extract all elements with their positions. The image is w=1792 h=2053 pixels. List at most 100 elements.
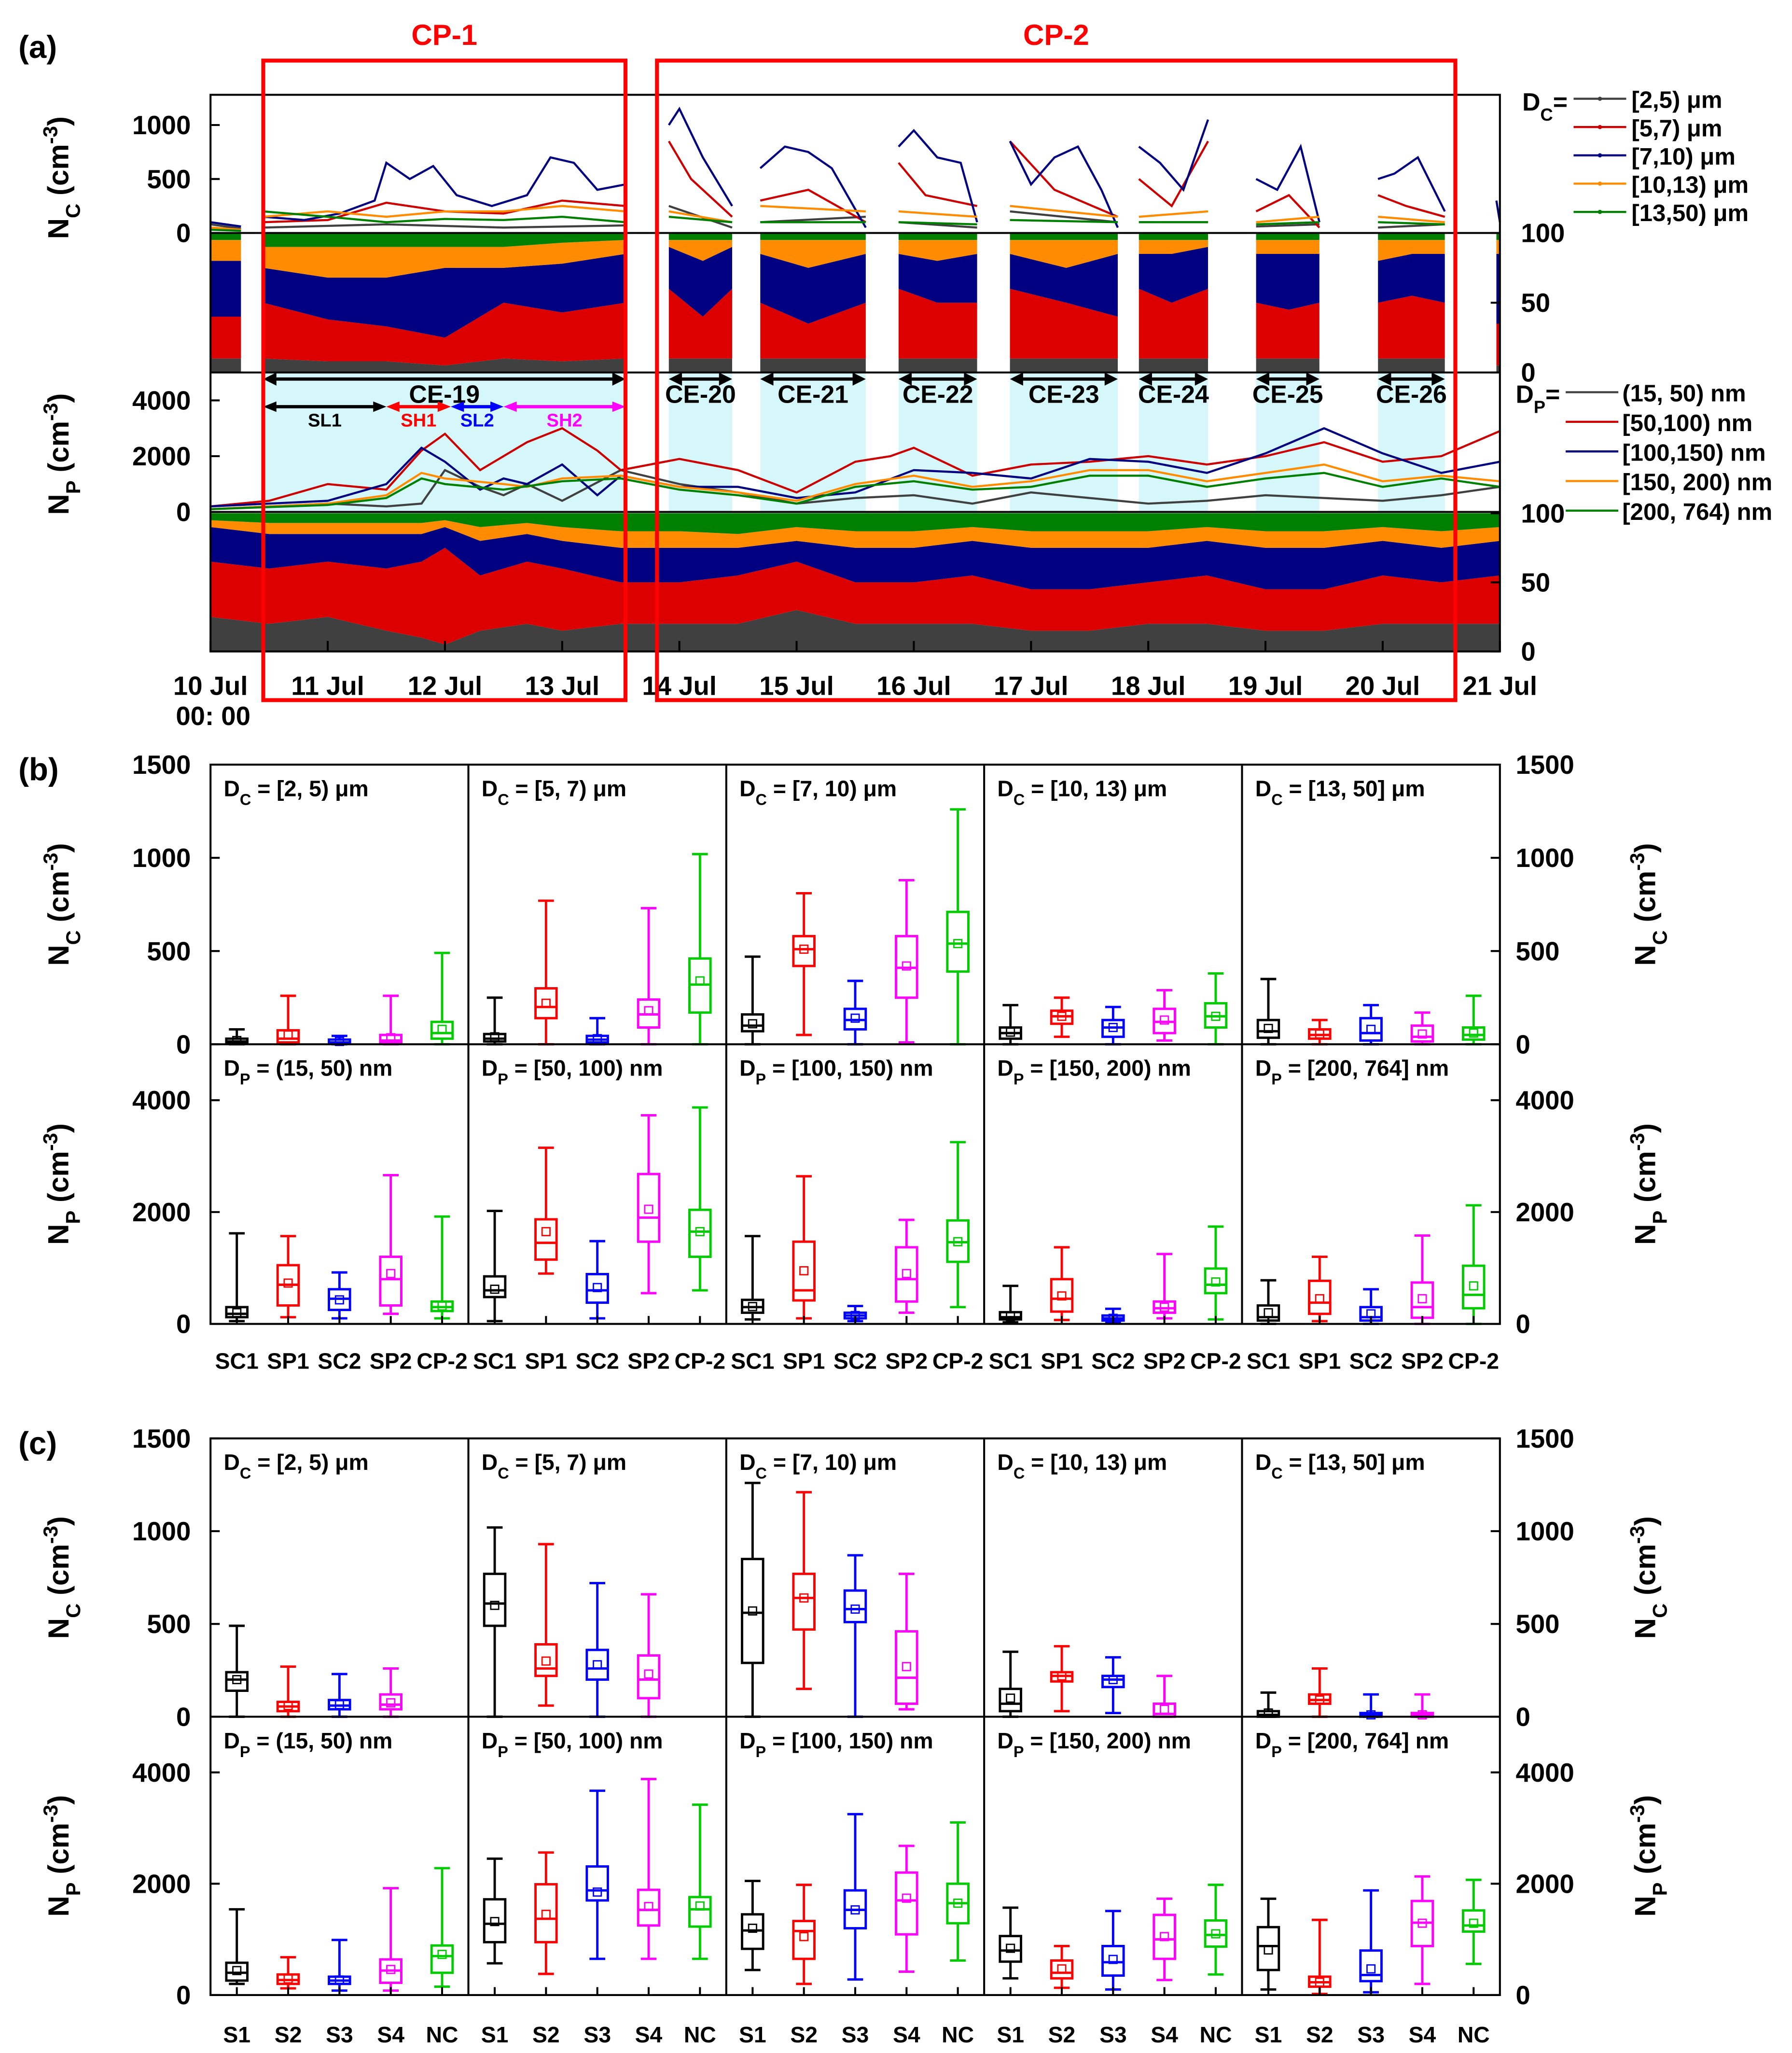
np-ytick-label-part: 0 [176,498,191,527]
subpanel-title-part: = [2, 5) μm [251,1450,368,1475]
nc-series-line-4-seg-7 [1256,221,1320,225]
nc-ytick-label: 0 [176,219,191,248]
box-S1-mean [1006,1943,1015,1953]
x-tick-label: 14 Jul [642,671,717,701]
group-label: CP-2 [1448,1348,1499,1373]
group-label-part: SC1 [989,1348,1032,1373]
group-label: S2 [790,2022,818,2047]
box-axis-title-right: NC (cm-3) [1625,1516,1671,1639]
ytick-label-part: 1500 [132,1424,191,1453]
group-label-part: S4 [377,2022,404,2047]
box-S4-iqr [895,1871,918,1936]
np-composition-layer-3-seg-0 [210,520,1500,548]
box-S4-iqr [1153,1913,1176,1960]
box-SP1-iqr [534,987,558,1020]
group-label: SP2 [1401,1348,1444,1373]
nc-series-line-3-seg-4 [898,210,977,218]
box-axis-title-part: -3 [39,1526,61,1544]
x-tick-label-part: 14 Jul [642,671,717,701]
group-label: S1 [223,2022,250,2047]
subpanel-title: DP = [200, 764] nm [1255,1056,1449,1088]
nc-composition-layer-2-seg-7 [1256,253,1320,310]
box-SC2-mean [1108,1023,1118,1033]
group-label-part: CP-2 [1448,1348,1499,1373]
group-label-part: S1 [481,2022,509,2047]
group-label-part: SP1 [525,1348,568,1373]
nc-legend-title: DC= [1522,88,1568,124]
ytick-label-part: 4000 [132,1086,191,1115]
box-SC1-iqr [1256,1019,1280,1039]
group-label: NC [1199,2022,1232,2047]
box-CP-2-mean [1211,1277,1221,1287]
np-legend-label-part: [200, 764) nm [1622,499,1772,525]
subpanel-title-part: = [13, 50] μm [1283,1450,1425,1475]
period-box-CP-2 [655,58,1458,702]
subpanel-title-part: D [482,776,498,801]
ytick-label-part: 4000 [132,1758,191,1788]
nc-composition-layer-0-seg-4 [898,358,977,373]
event-arrow-CE-20-head-left [668,372,682,386]
nc-ytick-label-part: 500 [147,165,191,194]
ytick-label-right-part: 4000 [1516,1086,1574,1115]
group-label-part: S4 [1409,2022,1436,2047]
box-S4-mean [1417,1918,1427,1928]
group-label: SC2 [318,1348,361,1373]
group-label-part: SC1 [731,1348,774,1373]
nc-series-line-2-seg-6 [1138,119,1209,192]
subpanel-title-part: = [5, 7) μm [509,1450,626,1475]
box-axis-title-right-part: N [1629,1224,1661,1245]
ytick-label-right: 4000 [1516,1086,1574,1115]
np-legend-title-part: P [1534,397,1545,417]
group-label: SC2 [833,1348,877,1373]
nc-composition-layer-4-seg-5 [1010,233,1118,240]
nc-axis-title-part: (cm [42,144,75,203]
box-axis-title-part: N [42,1618,75,1639]
box-S4-mean [1417,1710,1427,1720]
ytick-label-part: 0 [176,1310,191,1339]
nc-legend-label-part: [7,10) μm [1631,144,1735,170]
subperiod-label-part: SL1 [308,410,342,431]
ytick-label-right-part: 2000 [1516,1869,1574,1899]
event-label: CE-19 [409,380,480,408]
box-S4-mean [1160,1704,1169,1714]
nc-series-line-3-seg-0 [210,226,241,231]
box-S3-iqr [843,1589,867,1623]
box-SP1-iqr [1050,1278,1074,1313]
nc-legend-label: [2,5) μm [1631,87,1722,113]
nc-composition-layer-2-seg-2 [668,247,732,317]
nc-composition-layer-4-seg-1 [263,233,625,247]
np-pct-tick-label-part: 50 [1521,568,1550,598]
box-S2-mean [1057,1964,1067,1974]
nc-series-line-2-seg-4 [898,128,978,223]
box-axis-title-right-part: -3 [1625,1526,1648,1544]
event-label: CE-24 [1138,380,1209,408]
subpanel-title: DC = [13, 50] μm [1255,776,1425,808]
x-tick-label: 17 Jul [994,671,1069,701]
subpanel-title-part: C [1271,791,1282,808]
subpanel-title-part: D [1255,1056,1271,1081]
nc-series-line-0-seg-0 [210,223,241,230]
subpanel-title-part: D [1255,1450,1271,1475]
box-SP2-mean [1417,1029,1427,1039]
box-axis-title: NC (cm-3) [39,1516,84,1639]
box-SP1-mean [1057,1291,1067,1301]
event-label-part: CE-24 [1138,380,1209,408]
box-axis-title-right-part: (cm [1629,1151,1661,1210]
group-label: SP1 [525,1348,568,1373]
nc-series-line-3-seg-3 [760,205,866,213]
box-axis-title-right-part: P [1648,1882,1671,1896]
event-arrow-CE-21-head-right [852,372,866,386]
nc-composition-layer-3-seg-6 [1139,240,1209,254]
group-label-part: S2 [1306,2022,1334,2047]
nc-legend-title-part: = [1553,88,1568,116]
subperiod-arrow-SL2-head-left [451,401,464,412]
nc-legend-title-part: D [1522,88,1540,116]
subpanel-title-part: C [498,791,509,808]
box-axis-title: NP (cm-3) [39,1123,84,1245]
box-SP2-iqr [1410,1281,1434,1319]
box-NC-mean [437,1950,447,1959]
ytick-label-right: 1500 [1516,750,1574,780]
subpanel-title-part: = [200, 764] nm [1282,1728,1449,1753]
event-shade-CE-19 [263,372,625,512]
box-S1-mean [1006,1693,1015,1703]
